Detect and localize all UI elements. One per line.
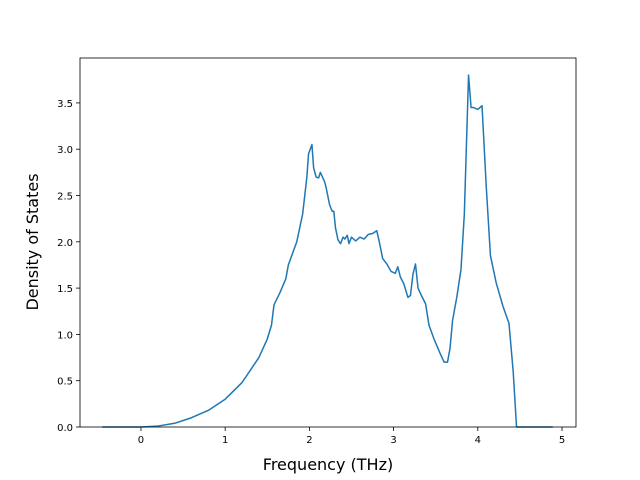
- y-tick-label: 0.0: [57, 423, 73, 434]
- y-tick-label: 2.5: [57, 192, 73, 203]
- density-line: [102, 74, 553, 428]
- y-tick-label: 1.5: [57, 284, 73, 295]
- y-tick-label: 2.0: [57, 238, 73, 249]
- x-tick-label: 4: [475, 435, 481, 446]
- y-tick-label: 3.5: [57, 99, 73, 110]
- plot-frame: [79, 57, 577, 428]
- y-tick-label: 1.0: [57, 330, 73, 341]
- x-axis-label: Frequency (THz): [263, 455, 393, 474]
- y-tick-label: 3.0: [57, 145, 73, 156]
- y-tick-label: 0.5: [57, 377, 73, 388]
- x-tick-label: 0: [138, 435, 144, 446]
- x-tick-label: 1: [222, 435, 228, 446]
- x-tick-label: 5: [559, 435, 565, 446]
- y-axis-label: Density of States: [23, 173, 42, 310]
- x-tick-label: 3: [390, 435, 396, 446]
- x-tick-label: 2: [306, 435, 312, 446]
